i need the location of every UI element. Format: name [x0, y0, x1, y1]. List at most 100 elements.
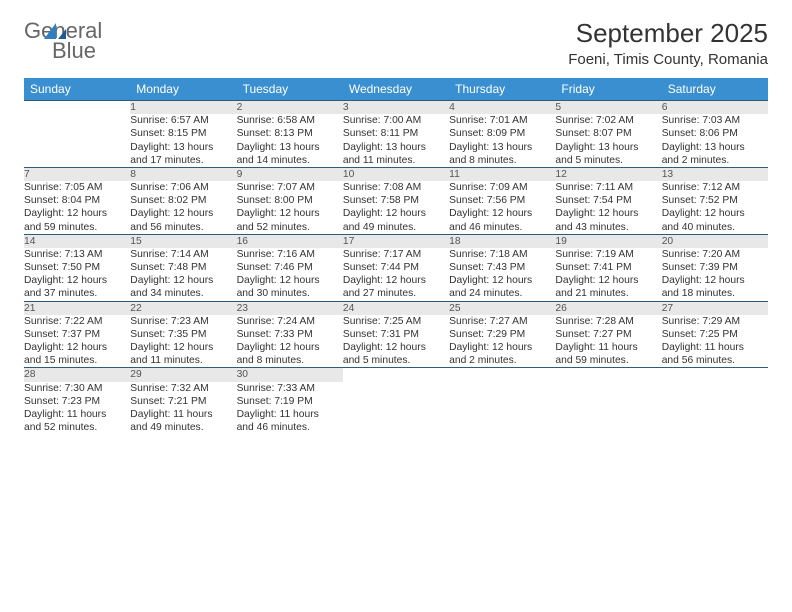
day-info-cell: Sunrise: 7:28 AMSunset: 7:27 PMDaylight:… [555, 315, 661, 368]
sunset-text: Sunset: 8:02 PM [130, 194, 236, 207]
sunrise-text: Sunrise: 7:24 AM [237, 315, 343, 328]
day-info-cell: Sunrise: 7:24 AMSunset: 7:33 PMDaylight:… [237, 315, 343, 368]
sunrise-text: Sunrise: 7:08 AM [343, 181, 449, 194]
sunrise-text: Sunrise: 7:01 AM [449, 114, 555, 127]
daylight-text-2: and 15 minutes. [24, 354, 130, 367]
day-info-cell: Sunrise: 7:19 AMSunset: 7:41 PMDaylight:… [555, 248, 661, 301]
day-info-cell [555, 382, 661, 435]
sunrise-text: Sunrise: 7:29 AM [662, 315, 768, 328]
sunset-text: Sunset: 7:52 PM [662, 194, 768, 207]
day-info-cell: Sunrise: 7:14 AMSunset: 7:48 PMDaylight:… [130, 248, 236, 301]
sunset-text: Sunset: 8:15 PM [130, 127, 236, 140]
sunrise-text: Sunrise: 7:00 AM [343, 114, 449, 127]
daynum-row: 14151617181920 [24, 234, 768, 248]
sunset-text: Sunset: 8:07 PM [555, 127, 661, 140]
day-number-cell: 22 [130, 301, 236, 315]
daylight-text: Daylight: 12 hours [24, 207, 130, 220]
sunrise-text: Sunrise: 7:02 AM [555, 114, 661, 127]
sunset-text: Sunset: 8:06 PM [662, 127, 768, 140]
sunset-text: Sunset: 7:50 PM [24, 261, 130, 274]
day-number-cell: 27 [662, 301, 768, 315]
day-number-cell: 11 [449, 167, 555, 181]
daylight-text-2: and 18 minutes. [662, 287, 768, 300]
sunset-text: Sunset: 7:48 PM [130, 261, 236, 274]
sunrise-text: Sunrise: 7:30 AM [24, 382, 130, 395]
day-info-cell: Sunrise: 7:30 AMSunset: 7:23 PMDaylight:… [24, 382, 130, 435]
sunset-text: Sunset: 7:46 PM [237, 261, 343, 274]
day-number-cell: 29 [130, 368, 236, 382]
day-number-cell [343, 368, 449, 382]
day-info-cell: Sunrise: 7:18 AMSunset: 7:43 PMDaylight:… [449, 248, 555, 301]
sunrise-text: Sunrise: 7:12 AM [662, 181, 768, 194]
daylight-text-2: and 14 minutes. [237, 154, 343, 167]
daylight-text-2: and 52 minutes. [237, 221, 343, 234]
daylight-text: Daylight: 12 hours [555, 207, 661, 220]
day-header: Thursday [449, 78, 555, 101]
day-number-cell: 18 [449, 234, 555, 248]
day-info-cell: Sunrise: 7:07 AMSunset: 8:00 PMDaylight:… [237, 181, 343, 234]
daylight-text: Daylight: 12 hours [449, 274, 555, 287]
logo: General Blue [24, 18, 68, 64]
day-info-cell: Sunrise: 7:03 AMSunset: 8:06 PMDaylight:… [662, 114, 768, 167]
day-info-cell: Sunrise: 7:09 AMSunset: 7:56 PMDaylight:… [449, 181, 555, 234]
day-number-cell: 2 [237, 101, 343, 115]
day-header: Monday [130, 78, 236, 101]
sunrise-text: Sunrise: 7:22 AM [24, 315, 130, 328]
sunset-text: Sunset: 7:25 PM [662, 328, 768, 341]
day-number-cell [449, 368, 555, 382]
daylight-text-2: and 37 minutes. [24, 287, 130, 300]
sunset-text: Sunset: 8:13 PM [237, 127, 343, 140]
sunrise-text: Sunrise: 7:14 AM [130, 248, 236, 261]
location: Foeni, Timis County, Romania [568, 51, 768, 68]
sunset-text: Sunset: 8:11 PM [343, 127, 449, 140]
day-info-cell [343, 382, 449, 435]
sunrise-text: Sunrise: 7:33 AM [237, 382, 343, 395]
sunrise-text: Sunrise: 7:13 AM [24, 248, 130, 261]
daylight-text: Daylight: 12 hours [449, 207, 555, 220]
day-info-cell: Sunrise: 7:01 AMSunset: 8:09 PMDaylight:… [449, 114, 555, 167]
daylight-text-2: and 21 minutes. [555, 287, 661, 300]
day-number-cell: 24 [343, 301, 449, 315]
sunset-text: Sunset: 8:09 PM [449, 127, 555, 140]
daylight-text: Daylight: 12 hours [343, 207, 449, 220]
day-number-cell: 10 [343, 167, 449, 181]
daylight-text: Daylight: 13 hours [449, 141, 555, 154]
sunset-text: Sunset: 7:31 PM [343, 328, 449, 341]
daynum-row: 123456 [24, 101, 768, 115]
day-number-cell: 30 [237, 368, 343, 382]
sunrise-text: Sunrise: 7:28 AM [555, 315, 661, 328]
sunset-text: Sunset: 8:00 PM [237, 194, 343, 207]
calendar-body: 123456Sunrise: 6:57 AMSunset: 8:15 PMDay… [24, 101, 768, 435]
daylight-text-2: and 11 minutes. [343, 154, 449, 167]
day-info-cell: Sunrise: 7:16 AMSunset: 7:46 PMDaylight:… [237, 248, 343, 301]
day-header: Saturday [662, 78, 768, 101]
info-row: Sunrise: 7:22 AMSunset: 7:37 PMDaylight:… [24, 315, 768, 368]
daylight-text-2: and 56 minutes. [662, 354, 768, 367]
daylight-text: Daylight: 12 hours [662, 207, 768, 220]
day-info-cell: Sunrise: 7:32 AMSunset: 7:21 PMDaylight:… [130, 382, 236, 435]
sunset-text: Sunset: 7:21 PM [130, 395, 236, 408]
daylight-text-2: and 11 minutes. [130, 354, 236, 367]
daylight-text: Daylight: 11 hours [24, 408, 130, 421]
sunrise-text: Sunrise: 7:27 AM [449, 315, 555, 328]
sunrise-text: Sunrise: 7:23 AM [130, 315, 236, 328]
day-info-cell: Sunrise: 7:27 AMSunset: 7:29 PMDaylight:… [449, 315, 555, 368]
daylight-text: Daylight: 12 hours [343, 341, 449, 354]
daylight-text-2: and 40 minutes. [662, 221, 768, 234]
sunset-text: Sunset: 7:27 PM [555, 328, 661, 341]
info-row: Sunrise: 7:05 AMSunset: 8:04 PMDaylight:… [24, 181, 768, 234]
daylight-text-2: and 30 minutes. [237, 287, 343, 300]
day-header: Tuesday [237, 78, 343, 101]
day-number-cell: 28 [24, 368, 130, 382]
day-number-cell: 25 [449, 301, 555, 315]
day-info-cell: Sunrise: 7:08 AMSunset: 7:58 PMDaylight:… [343, 181, 449, 234]
daylight-text: Daylight: 12 hours [130, 207, 236, 220]
sunrise-text: Sunrise: 6:58 AM [237, 114, 343, 127]
sunrise-text: Sunrise: 7:03 AM [662, 114, 768, 127]
sunset-text: Sunset: 7:35 PM [130, 328, 236, 341]
sunset-text: Sunset: 7:56 PM [449, 194, 555, 207]
sunrise-text: Sunrise: 7:20 AM [662, 248, 768, 261]
daylight-text: Daylight: 12 hours [130, 274, 236, 287]
sunrise-text: Sunrise: 7:25 AM [343, 315, 449, 328]
daylight-text: Daylight: 11 hours [662, 341, 768, 354]
